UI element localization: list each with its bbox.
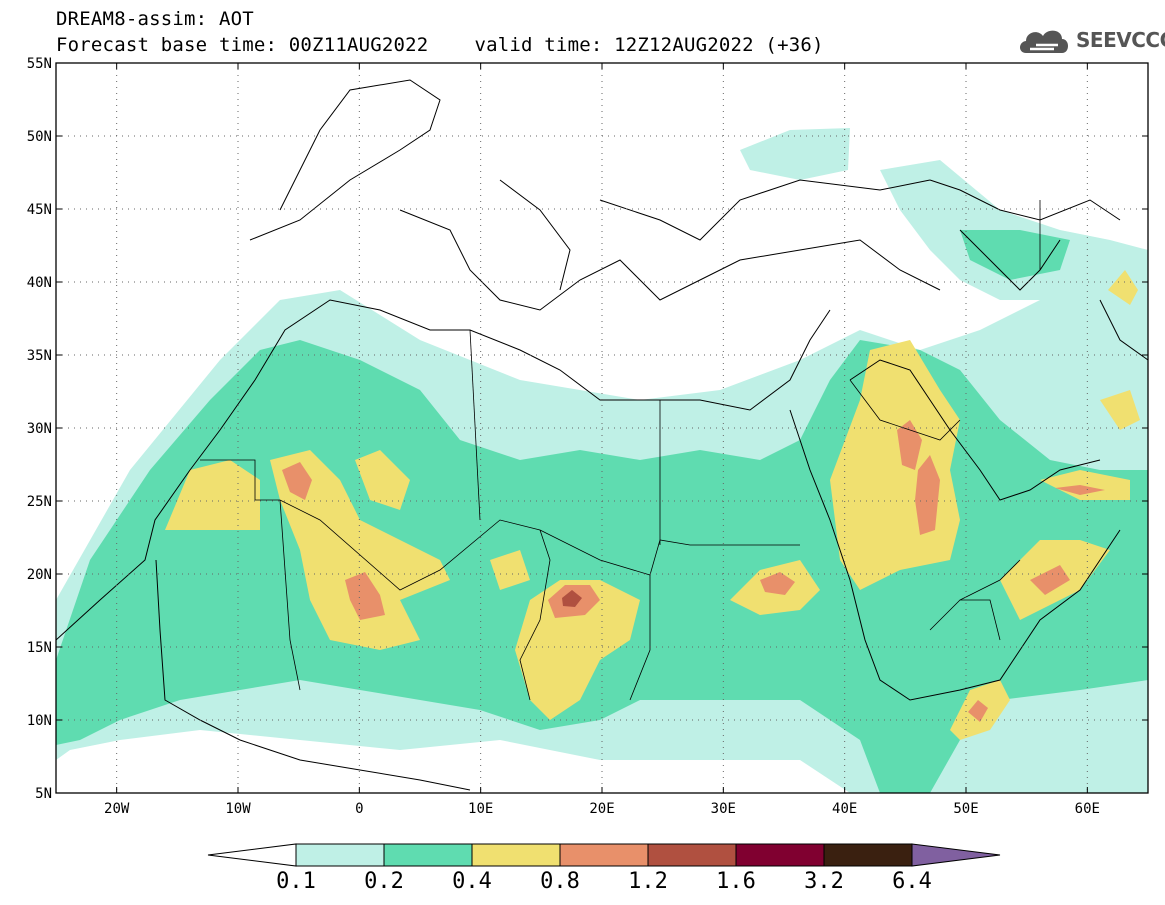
lat-tick-label: 10N <box>27 713 52 729</box>
lat-tick-label: 20N <box>27 567 52 583</box>
colorbar-level-label: 6.4 <box>892 869 932 894</box>
colorbar-level-label: 3.2 <box>804 869 844 894</box>
colorbar-under-triangle <box>207 843 297 867</box>
country-borders <box>200 200 1041 701</box>
colorbar-over-triangle <box>911 843 1001 867</box>
lat-tick-label: 30N <box>27 421 52 437</box>
colorbar-swatch <box>383 843 473 867</box>
lon-tick-label: 30E <box>711 801 736 817</box>
lat-tick-label: 45N <box>27 202 52 218</box>
lon-tick-label: 20W <box>104 801 130 817</box>
colorbar-level-label: 1.2 <box>628 869 668 894</box>
lon-tick-label: 60E <box>1075 801 1100 817</box>
lat-tick-label: 25N <box>27 494 52 510</box>
colorbar: 0.1 0.2 0.4 0.8 1.2 1.6 3.2 6.4 <box>207 843 1001 894</box>
valid-time: valid time: 12Z12AUG2022 (+36) <box>474 34 824 56</box>
aot-field <box>56 128 1148 793</box>
lon-tick-label: 10E <box>468 801 493 817</box>
colorbar-level-label: 0.4 <box>452 869 492 894</box>
lon-tick-label: 0 <box>355 801 363 817</box>
colorbar-swatch <box>647 843 737 867</box>
lat-tick-label: 40N <box>27 275 52 291</box>
colorbar-swatch <box>295 843 385 867</box>
chart-title: DREAM8-assim: AOT <box>56 8 254 30</box>
colorbar-level-label: 0.8 <box>540 869 580 894</box>
coastlines <box>56 79 1148 791</box>
seevccc-logo: SEEVCCC <box>1016 23 1165 57</box>
lon-tick-label: 20E <box>589 801 614 817</box>
gridlines <box>56 63 1148 793</box>
colorbar-swatch <box>471 843 561 867</box>
colorbar-swatch <box>559 843 649 867</box>
colorbar-swatch <box>735 843 825 867</box>
colorbar-level-label: 1.6 <box>716 869 756 894</box>
lat-tick-label: 50N <box>27 129 52 145</box>
lon-tick-label: 50E <box>953 801 978 817</box>
lat-tick-label: 35N <box>27 348 52 364</box>
lat-tick-label: 15N <box>27 640 52 656</box>
colorbar-level-label: 0.2 <box>364 869 404 894</box>
lon-tick-label: 40E <box>832 801 857 817</box>
lat-tick-label: 55N <box>27 56 52 72</box>
aot-band-0.8 <box>282 420 1105 722</box>
chart-subtitle: Forecast base time: 00Z11AUG2022 valid ti… <box>56 34 824 56</box>
cloud-icon <box>1020 30 1068 53</box>
lat-tick-label: 5N <box>35 786 52 802</box>
colorbar-level-label: 0.1 <box>276 869 316 894</box>
lon-tick-label: 10W <box>225 801 251 817</box>
axis-ticks: 20W 10W 0 10E 20E 30E 40E 50E 60E 55N 50N 45N 40N 35N… <box>27 56 1148 817</box>
logo-text: SEEVCCC <box>1076 28 1165 52</box>
colorbar-swatch <box>823 843 913 867</box>
base-time: Forecast base time: 00Z11AUG2022 <box>56 34 429 56</box>
aot-band-1.2 <box>562 590 582 607</box>
